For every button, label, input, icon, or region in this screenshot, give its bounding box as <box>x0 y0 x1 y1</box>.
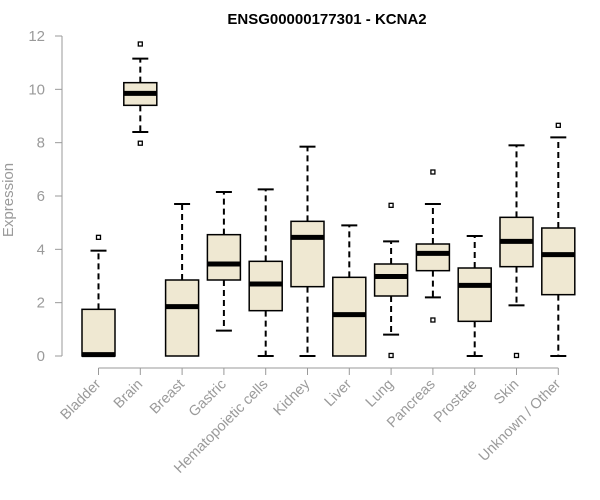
outlier-point <box>137 41 143 47</box>
box-gastric <box>206 191 242 332</box>
boxes-group <box>81 41 576 359</box>
outlier-point <box>95 234 102 240</box>
y-tick-label: 0 <box>37 348 45 365</box>
x-tick-label: Brain <box>111 377 146 412</box>
x-tick-label: Kidney <box>271 376 314 419</box>
x-tick-label: Skin <box>491 377 522 408</box>
outlier-point <box>137 140 143 146</box>
chart-title: ENSG00000177301 - KCNA2 <box>227 11 426 28</box>
x-tick-label: Bladder <box>58 376 105 423</box>
y-tick-label: 2 <box>37 295 45 312</box>
box-breast <box>164 203 200 357</box>
outlier-point <box>430 169 436 175</box>
y-tick-label: 10 <box>28 81 45 98</box>
y-tick-label: 8 <box>37 135 45 152</box>
box-body <box>541 227 576 296</box>
x-tick-label: Breast <box>147 377 188 418</box>
box-pancreas <box>415 169 451 323</box>
x-tick-label: Lung <box>363 377 397 411</box>
box-body <box>457 267 492 323</box>
y-tick-label: 4 <box>37 241 45 258</box>
box-body <box>290 220 325 288</box>
outlier-point <box>430 317 436 323</box>
box-unknown-other <box>541 122 576 357</box>
box-prostate <box>457 235 492 357</box>
box-lung <box>373 202 409 359</box>
y-axis: 0 2 4 6 8 10 12 <box>28 28 63 365</box>
box-skin <box>499 144 534 359</box>
y-axis-label: Expression <box>0 163 17 237</box>
outlier-point <box>388 352 394 359</box>
box-body <box>415 243 451 272</box>
x-tick-label: Liver <box>322 376 356 410</box>
box-kidney <box>290 145 325 357</box>
outlier-point <box>555 122 561 128</box>
box-bladder <box>81 234 116 358</box>
box-body <box>373 263 409 297</box>
outlier-point <box>513 352 520 359</box>
box-body <box>81 308 116 357</box>
y-tick-label: 12 <box>28 28 45 45</box>
box-brain <box>123 41 158 146</box>
y-tick-label: 6 <box>37 188 45 205</box>
box-hematopoietic-cells <box>248 188 283 357</box>
outlier-point <box>388 202 394 208</box>
box-body <box>164 279 200 357</box>
box-liver <box>332 224 367 357</box>
x-tick-label: Prostate <box>431 377 480 426</box>
box-body <box>206 233 242 281</box>
